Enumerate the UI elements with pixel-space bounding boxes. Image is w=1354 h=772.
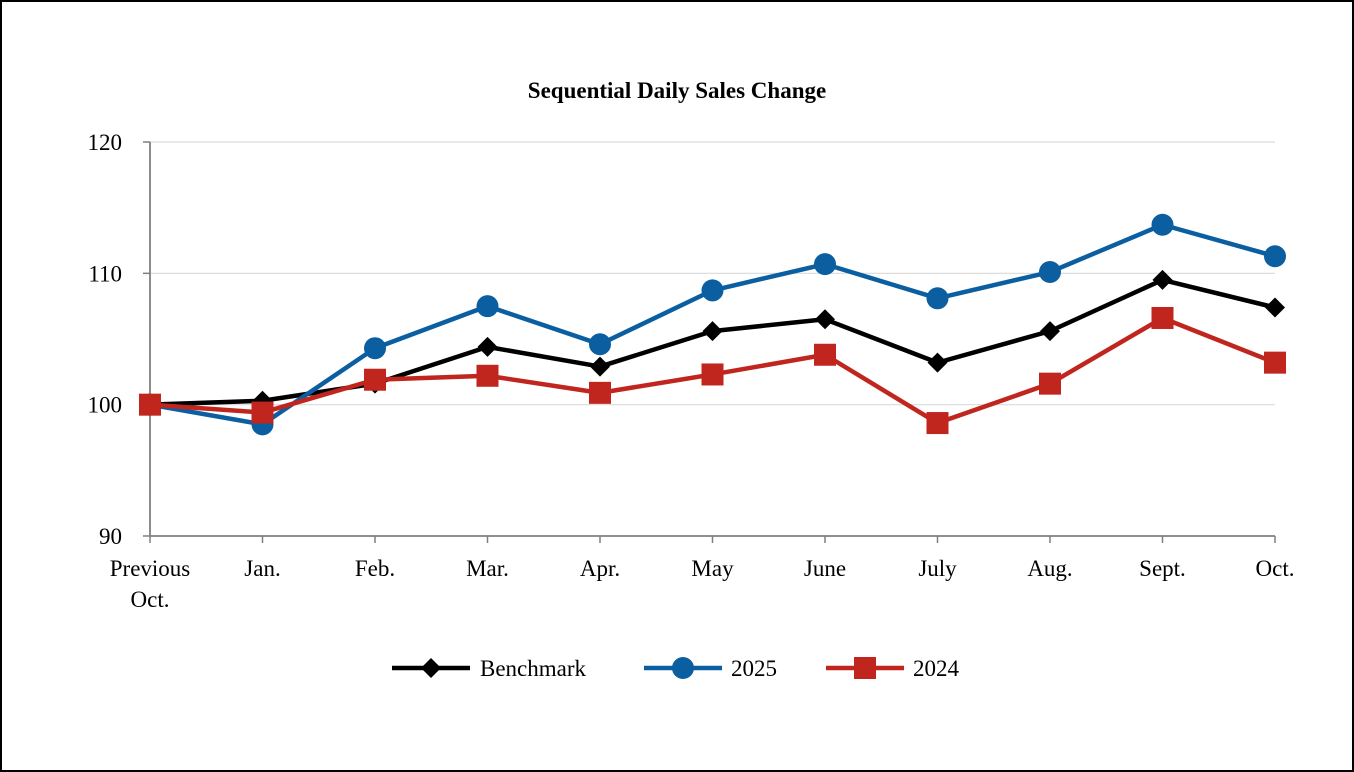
data-point-2024 xyxy=(476,364,499,387)
data-point-benchmark xyxy=(1265,297,1285,318)
data-point-2025 xyxy=(476,295,499,318)
x-tick-label: Sept. xyxy=(1139,556,1186,581)
data-point-2024 xyxy=(1264,351,1286,374)
x-tick-label: Jan. xyxy=(244,556,280,581)
data-point-2025 xyxy=(701,279,724,302)
x-tick-label: Apr. xyxy=(580,556,620,581)
legend-label: Benchmark xyxy=(480,656,587,681)
axes: 90 100 110 120 Previous Oct. Jan. Feb. Mar. Apr. M… xyxy=(88,130,1295,612)
x-tick-label: July xyxy=(918,556,957,581)
x-tick-label: Oct. xyxy=(131,587,170,612)
x-tick-label: May xyxy=(691,556,734,581)
legend-marker xyxy=(672,657,694,679)
y-tick-label: 90 xyxy=(99,524,122,549)
data-point-2025 xyxy=(814,253,836,276)
series-lines xyxy=(139,213,1286,436)
data-point-benchmark xyxy=(702,321,723,342)
y-tick-label: 120 xyxy=(88,130,123,155)
data-point-2025 xyxy=(589,333,611,356)
data-point-2025 xyxy=(926,287,949,310)
x-tick-label: June xyxy=(804,556,846,581)
y-tick-label: 110 xyxy=(88,261,122,286)
legend-marker xyxy=(421,658,441,678)
data-point-benchmark xyxy=(477,336,498,357)
legend-item-2025: 2025 xyxy=(644,656,777,681)
data-point-2025 xyxy=(1039,261,1061,284)
x-tick-label: Aug. xyxy=(1027,556,1072,581)
data-point-2025 xyxy=(1151,213,1174,236)
x-tick-label: Feb. xyxy=(355,556,395,581)
data-point-2024 xyxy=(1151,306,1174,329)
y-tick-label: 100 xyxy=(88,393,123,418)
data-point-2025 xyxy=(364,337,386,360)
data-point-2025 xyxy=(1264,245,1286,268)
chart-title: Sequential Daily Sales Change xyxy=(528,78,826,103)
legend-item-2024: 2024 xyxy=(826,656,960,681)
data-point-2024 xyxy=(701,363,724,386)
data-point-benchmark xyxy=(927,352,948,373)
grid-lines xyxy=(150,141,1275,406)
data-point-benchmark xyxy=(1040,321,1060,342)
data-point-benchmark xyxy=(815,309,835,330)
x-tick-label: Previous xyxy=(110,556,191,581)
legend-item-benchmark: Benchmark xyxy=(392,656,587,681)
data-point-2024 xyxy=(364,368,386,391)
x-tick-label: Mar. xyxy=(466,556,509,581)
data-point-benchmark xyxy=(1152,269,1173,290)
legend: Benchmark 2025 2024 xyxy=(392,656,960,681)
data-point-2024 xyxy=(589,381,611,404)
legend-marker xyxy=(854,657,876,679)
data-point-2024 xyxy=(139,393,161,416)
data-point-benchmark xyxy=(590,356,610,377)
series-2024 xyxy=(139,306,1286,435)
legend-label: 2025 xyxy=(731,656,777,681)
data-point-2024 xyxy=(814,343,836,366)
x-tick-label: Oct. xyxy=(1256,556,1295,581)
data-point-2024 xyxy=(1039,372,1061,395)
legend-label: 2024 xyxy=(913,656,960,681)
data-point-2024 xyxy=(251,401,274,424)
data-point-2024 xyxy=(926,412,949,435)
